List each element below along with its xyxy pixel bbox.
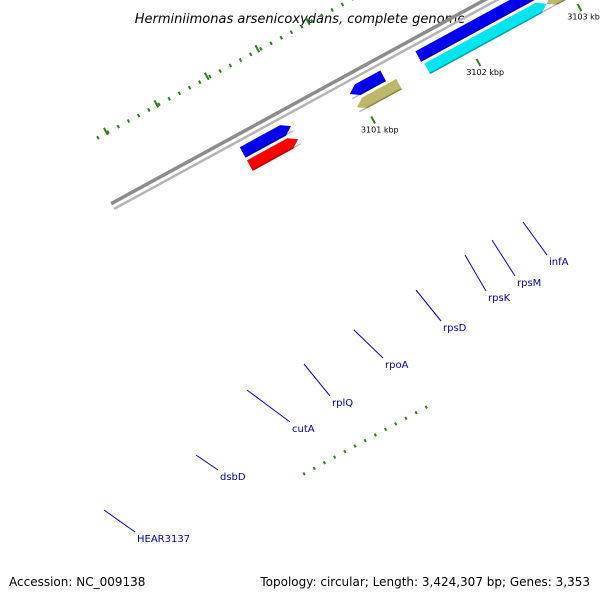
feature-shadow (429, 7, 550, 75)
kbp-tick (576, 3, 583, 12)
tick-dot (363, 438, 367, 443)
backbone-line (113, 0, 500, 211)
cog-feature (247, 138, 299, 171)
kbp-label: 3102 kbp (466, 68, 504, 77)
tick-dot (187, 85, 192, 90)
outer-tick-ring (96, 0, 428, 476)
feature-shadow (252, 143, 301, 171)
gene-label-leader (491, 239, 516, 277)
gene-label-layer: HEAR3137 dsbD cutA rplQ rpoA rpsD rpsK rpsM infA (103, 221, 569, 545)
gene-label-leader (415, 289, 442, 322)
tick-mark (254, 44, 261, 53)
tick-dot (177, 91, 182, 96)
kbp-label: 3103 kbp (567, 13, 600, 22)
feature-shadow (359, 88, 402, 113)
tick-dot (404, 416, 408, 421)
cog-feature (546, 0, 566, 5)
gene-label: infA (549, 257, 569, 268)
gene-label: rpsD (443, 323, 467, 334)
tick-dot (136, 113, 141, 118)
gene-label: rpsK (488, 293, 511, 304)
feature-shadow (244, 130, 294, 158)
cog-feature (424, 2, 547, 75)
accession-text: Accession: NC_009138 (9, 575, 145, 589)
kbp-tick (475, 58, 482, 67)
tick-dot (259, 46, 263, 51)
tick-dot (218, 69, 222, 74)
tick-dot (330, 7, 334, 12)
gene-label-leader (246, 389, 291, 423)
kbp-tick (370, 116, 376, 125)
feature-shadow (548, 0, 566, 9)
gene-label: cutA (292, 424, 315, 435)
tick-dot (106, 130, 110, 135)
tick-dot (289, 30, 294, 35)
tick-dot (322, 460, 327, 465)
tick-mark (305, 17, 311, 26)
tick-dot (312, 466, 316, 471)
tick-dot (340, 2, 345, 7)
tick-dot (299, 24, 304, 29)
tick-dot (228, 63, 233, 68)
gene-label: HEAR3137 (137, 534, 190, 545)
feature-tracks (239, 0, 567, 171)
cds-feature (239, 125, 291, 158)
gene-label-leader (522, 221, 548, 256)
gene-label-leader (303, 363, 331, 397)
tick-dot (116, 124, 120, 129)
gene-label: rplQ (332, 398, 353, 409)
tick-dot (238, 57, 243, 62)
genome-summary-text: Topology: circular; Length: 3,424,307 bp… (259, 575, 590, 589)
tick-dot (157, 102, 161, 107)
tick-dot (414, 410, 418, 415)
gene-label-leader (353, 329, 384, 359)
tick-mark (153, 99, 160, 108)
gene-label-leader (195, 454, 219, 471)
map-title: Herminiimonas arsenicoxydans, complete g… (135, 12, 465, 27)
feature-shadow (351, 79, 386, 100)
tick-mark (204, 72, 210, 81)
tick-dot (310, 19, 314, 24)
tick-mark (103, 127, 109, 136)
feature-shadow (420, 0, 535, 62)
cds-feature (415, 0, 535, 62)
tick-dot (279, 35, 283, 40)
tick-dot (302, 472, 306, 476)
tick-dot (353, 444, 357, 448)
tick-dot (208, 74, 212, 79)
backbone-line (110, 0, 489, 206)
tick-dot (373, 433, 377, 437)
gene-label: rpoA (385, 360, 409, 371)
tick-dot (248, 52, 253, 57)
cog-feature (357, 78, 402, 109)
tick-dot (126, 119, 131, 124)
tick-dot (394, 422, 398, 426)
tick-dot (96, 135, 100, 140)
cds-feature (349, 70, 386, 95)
tick-dot (269, 41, 273, 46)
gene-label-leader (103, 509, 136, 533)
tick-dot (198, 80, 202, 85)
gene-label: dsbD (220, 472, 246, 483)
tick-dot (343, 449, 347, 454)
tick-dot (147, 107, 151, 112)
tick-dot (383, 427, 388, 432)
kbp-label: 3101 kbp (361, 125, 399, 134)
tick-dot (333, 455, 337, 459)
gene-label-leader (464, 254, 487, 292)
tick-dot (320, 13, 324, 18)
gene-label: rpsM (517, 278, 541, 289)
genome-backbone (110, 0, 500, 211)
tick-dot (167, 96, 171, 101)
tick-dot (424, 405, 428, 409)
